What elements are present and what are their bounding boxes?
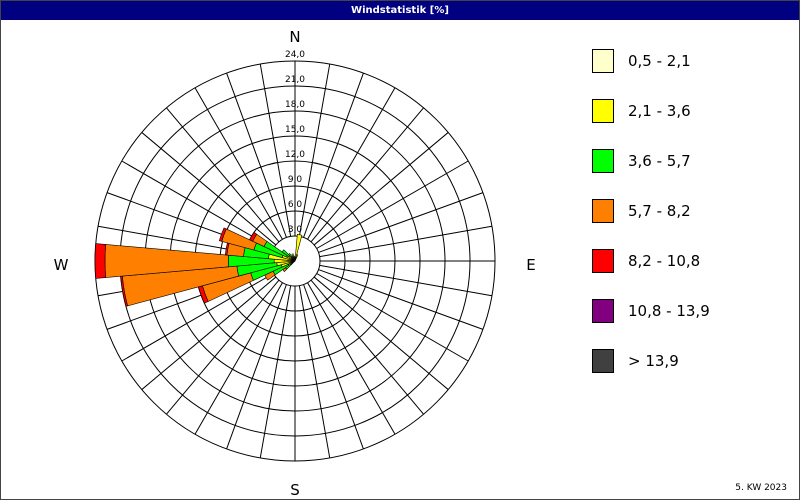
grid-spoke (227, 284, 287, 448)
legend-item: 3,6 - 5,7 (592, 148, 691, 174)
legend-swatch (592, 149, 614, 173)
radial-tick-label: 6,0 (288, 200, 303, 210)
legend-item: 10,8 - 13,9 (592, 298, 710, 324)
legend-swatch (592, 349, 614, 373)
legend-label: 8,2 - 10,8 (628, 252, 700, 270)
legend-swatch (592, 199, 614, 223)
grid-spoke (318, 270, 482, 330)
grid-spoke (227, 73, 287, 237)
grid-spoke (320, 226, 492, 256)
week-label: 5. KW 2023 (735, 483, 787, 493)
grid-spoke (122, 161, 274, 249)
legend-swatch (592, 249, 614, 273)
grid-spoke (142, 132, 276, 244)
legend-label: 5,7 - 8,2 (628, 202, 691, 220)
radial-tick-label: 3,0 (288, 225, 303, 235)
radial-tick-label: 9,0 (288, 175, 303, 185)
legend-label: 3,6 - 5,7 (628, 152, 691, 170)
compass-n: N (289, 28, 300, 46)
legend-item: > 13,9 (592, 348, 679, 374)
radial-tick-label: 15,0 (285, 125, 305, 135)
legend-item: 0,5 - 2,1 (592, 48, 691, 74)
grid-spoke (308, 88, 396, 240)
legend-item: 5,7 - 8,2 (592, 198, 691, 224)
legend-item: 8,2 - 10,8 (592, 248, 700, 274)
grid-spoke (166, 108, 278, 242)
radial-tick-label: 18,0 (285, 100, 305, 110)
petal-segment (295, 234, 302, 258)
grid-spoke (311, 108, 423, 242)
grid-spoke (195, 88, 283, 240)
grid-spoke (320, 265, 492, 295)
petal-segment (95, 244, 106, 279)
radial-tick-label: 24,0 (285, 50, 305, 60)
legend-swatch (592, 299, 614, 323)
grid-spoke (308, 283, 396, 435)
radial-tick-label: 12,0 (285, 150, 305, 160)
grid-spoke (311, 280, 423, 414)
grid-spoke (304, 284, 364, 448)
grid-spoke (260, 286, 290, 458)
grid-spoke (166, 280, 278, 414)
compass-w: W (54, 256, 69, 274)
grid-spoke (195, 283, 283, 435)
grid-spoke (299, 286, 329, 458)
radial-tick-label: 21,0 (285, 75, 305, 85)
legend-item: 2,1 - 3,6 (592, 98, 691, 124)
compass-e: E (526, 256, 535, 274)
grid-spoke (317, 274, 469, 362)
compass-s: S (290, 481, 300, 499)
legend-label: > 13,9 (628, 352, 679, 370)
legend-label: 10,8 - 13,9 (628, 302, 710, 320)
legend-swatch (592, 99, 614, 123)
legend-label: 0,5 - 2,1 (628, 52, 691, 70)
grid-spoke (318, 193, 482, 253)
grid-spoke (304, 73, 364, 237)
legend-label: 2,1 - 3,6 (628, 102, 691, 120)
grid-spoke (314, 277, 448, 389)
legend-swatch (592, 49, 614, 73)
grid-spoke (317, 161, 469, 249)
grid-spoke (314, 132, 448, 244)
